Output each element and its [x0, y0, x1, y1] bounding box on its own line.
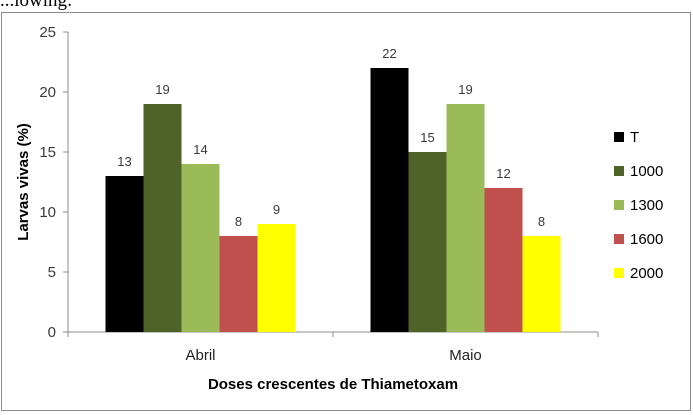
x-category-label: Maio: [449, 347, 482, 364]
bar-value-label: 12: [496, 166, 510, 181]
bar: [257, 224, 296, 332]
x-axis-label: Doses crescentes de Thiametoxam: [208, 376, 458, 393]
bar-value-label: 22: [382, 46, 396, 61]
legend-label: 1300: [630, 197, 663, 214]
legend-label: 2000: [630, 265, 663, 282]
bar-value-label: 8: [235, 214, 242, 229]
bar-value-label: 19: [458, 82, 472, 97]
bar-value-label: 13: [117, 154, 131, 169]
bar: [446, 104, 485, 332]
bar: [143, 104, 182, 332]
bar-value-label: 9: [273, 202, 280, 217]
legend-swatch: [614, 200, 624, 210]
legend: T 1000 1300 1600 2000: [614, 129, 663, 282]
legend-label: T: [630, 129, 639, 146]
y-tick-label: 5: [48, 264, 56, 281]
y-axis-label: Larvas vivas (%): [15, 123, 32, 241]
y-tick-label: 10: [39, 204, 56, 221]
bar-series: [105, 68, 561, 332]
bar: [219, 236, 258, 332]
legend-swatch: [614, 132, 624, 142]
top-cut-text: ...lowing:: [0, 0, 73, 11]
bar: [370, 68, 409, 332]
y-tick-label: 25: [39, 24, 56, 41]
bar: [408, 152, 447, 332]
data-labels: 13 19 14 8 9 22 15 19 12 8: [117, 46, 545, 229]
bar-value-label: 19: [155, 82, 169, 97]
bar-value-label: 14: [193, 142, 207, 157]
y-tick-label: 0: [48, 324, 56, 341]
bar: [484, 188, 523, 332]
x-category-label: Abril: [185, 347, 215, 364]
y-tick-label: 20: [39, 84, 56, 101]
legend-swatch: [614, 166, 624, 176]
bar: [522, 236, 561, 332]
legend-swatch: [614, 268, 624, 278]
legend-label: 1600: [630, 231, 663, 248]
bar-value-label: 8: [538, 214, 545, 229]
bar-value-label: 15: [420, 130, 434, 145]
bar: [181, 164, 220, 332]
bar: [105, 176, 144, 332]
x-axis-categories: Abril Maio: [185, 347, 481, 364]
legend-swatch: [614, 234, 624, 244]
y-tick-label: 15: [39, 144, 56, 161]
legend-label: 1000: [630, 163, 663, 180]
y-axis-ticks: 0 5 10 15 20 25: [39, 24, 68, 341]
